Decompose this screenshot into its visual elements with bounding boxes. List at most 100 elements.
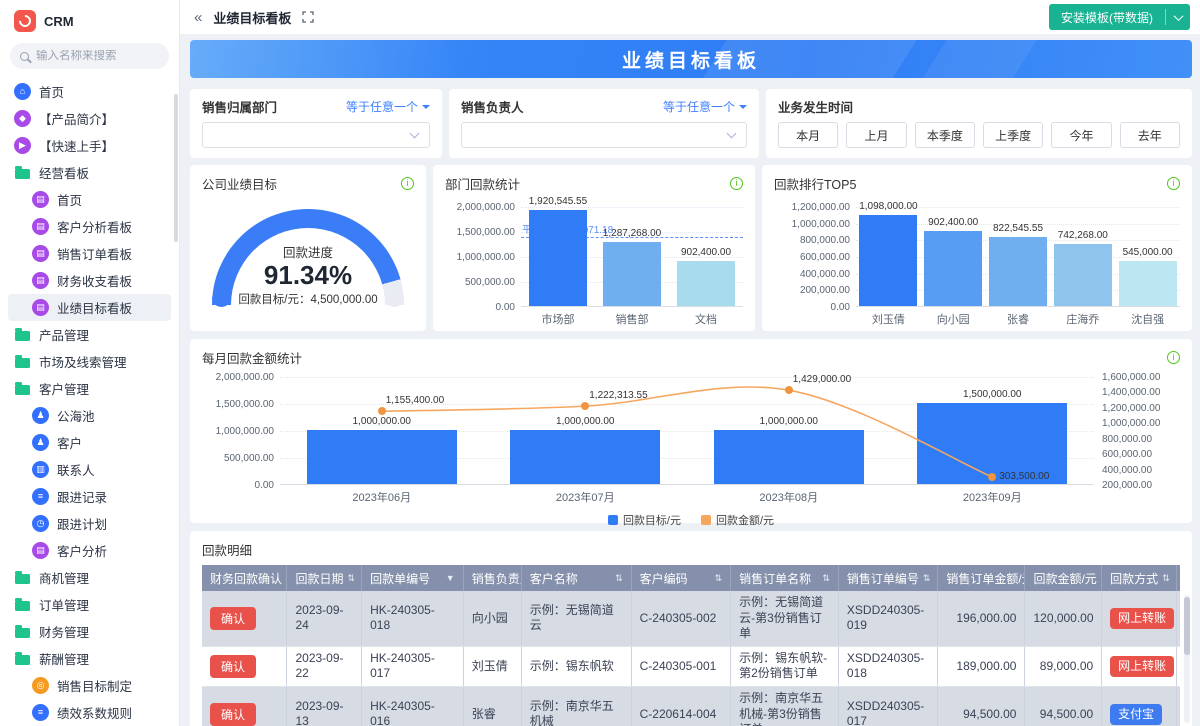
sidebar-item-公海池[interactable]: ♟ 公海池 (8, 402, 171, 429)
filter-caret-icon[interactable]: ▼ (445, 573, 455, 583)
column-header-回款金额/元[interactable]: 回款金额/元⇅ (1024, 565, 1103, 591)
sidebar-item-绩效系数规则[interactable]: ≡ 绩效系数规则 (8, 699, 171, 726)
column-header-回款日期[interactable]: 回款日期 ⇅ (286, 565, 363, 591)
bar-value-label: 1,287,268.00 (602, 227, 662, 239)
sidebar-item-薪酬管理[interactable]: 薪酬管理 (8, 645, 171, 672)
sidebar-item-商机管理[interactable]: 商机管理 (8, 564, 171, 591)
caret-down-icon (739, 104, 747, 113)
x-axis-label: 沈自强 (1131, 314, 1165, 326)
sidebar-item-客户[interactable]: ♟ 客户 (8, 429, 171, 456)
sidebar-item-业绩目标看板[interactable]: ▤ 业绩目标看板 (8, 294, 171, 321)
sidebar-item-跟进计划[interactable]: ◷ 跟进计划 (8, 510, 171, 537)
right-y-tick: 800,000.00 (1102, 433, 1153, 445)
sidebar-item-销售目标制定[interactable]: ◎ 销售目标制定 (8, 672, 171, 699)
column-header-回款单编号[interactable]: 回款单编号 ▼ (361, 565, 464, 591)
column-label: 客户编码 (639, 571, 688, 586)
column-header-销售订单金额/元[interactable]: 销售订单金额/元⇅ (937, 565, 1026, 591)
sidebar-item-首页[interactable]: ⌂ 首页 (8, 78, 171, 105)
sort-icon[interactable]: ⇅ (714, 572, 723, 583)
column-header-客户名称[interactable]: 客户名称 ⇅ (521, 565, 632, 591)
sidebar-scrollbar[interactable] (174, 94, 178, 242)
sidebar-item-市场及线索管理[interactable]: 市场及线索管理 (8, 348, 171, 375)
dashboard-icon: ▤ (32, 299, 49, 316)
sidebar-item-首页[interactable]: ▤ 首页 (8, 186, 171, 213)
info-icon[interactable]: i (1167, 176, 1180, 190)
sidebar-item-联系人[interactable]: ▥ 联系人 (8, 456, 171, 483)
sidebar-item-label: 经营看板 (39, 167, 90, 181)
confirm-button[interactable]: 确认 (210, 702, 257, 726)
info-icon[interactable]: i (1167, 350, 1180, 364)
info-icon[interactable]: i (401, 176, 414, 190)
sidebar-item-财务收支看板[interactable]: ▤ 财务收支看板 (8, 267, 171, 294)
filter-dept-operator[interactable]: 等于任意一个 (346, 98, 430, 115)
sidebar-item-跟进记录[interactable]: ≡ 跟进记录 (8, 483, 171, 510)
sidebar-item-销售订单看板[interactable]: ▤ 销售订单看板 (8, 240, 171, 267)
app-logo[interactable]: CRM (0, 8, 179, 40)
confirm-button[interactable]: 确认 (210, 606, 257, 630)
cell-customer: 示例：无锡简道云 (521, 591, 632, 647)
sidebar-item-客户管理[interactable]: 客户管理 (8, 375, 171, 402)
fullscreen-icon[interactable] (302, 11, 315, 23)
table-vertical-scrollbar[interactable] (1184, 595, 1190, 723)
sort-icon[interactable]: ⇅ (922, 572, 931, 583)
time-range-button-今年[interactable]: 今年 (1051, 122, 1112, 148)
cell-order-name: 示例：南京华五机械-第3份销售订单 (730, 686, 839, 726)
column-header-回款方式[interactable]: 回款方式 ⇅ (1101, 565, 1177, 591)
dashboard-icon: ▤ (32, 272, 49, 289)
dashboard-icon: ▤ (32, 542, 49, 559)
column-header-销售订单编号[interactable]: 销售订单编号 ⇅ (838, 565, 939, 591)
sidebar-item-财务管理[interactable]: 财务管理 (8, 618, 171, 645)
column-header-回款账户[interactable]: 回款账户⇅ (1176, 565, 1180, 591)
time-range-button-本月[interactable]: 本月 (778, 122, 839, 148)
stats-row: 公司业绩目标 i 回款进度 91.34% 回款目标/元：4, (190, 165, 1192, 331)
gridline (280, 458, 1094, 459)
sort-icon[interactable]: ⇅ (347, 572, 356, 583)
column-header-财务回款确认[interactable]: 财务回款确认⇅ (202, 565, 288, 591)
bar-市场部 (528, 209, 587, 306)
sidebar-item-订单管理[interactable]: 订单管理 (8, 591, 171, 618)
legend-item-回款目标/元: 回款目标/元 (607, 512, 681, 528)
sidebar-item-客户分析[interactable]: ▤ 客户分析 (8, 537, 171, 564)
sidebar-item-产品管理[interactable]: 产品管理 (8, 321, 171, 348)
card-title: 部门回款统计 (445, 177, 521, 192)
filter-owner-select[interactable] (461, 122, 747, 148)
y-axis-tick: 1,200,000.00 (791, 202, 850, 213)
time-range-button-上月[interactable]: 上月 (846, 122, 907, 148)
y-axis-tick: 1,000,000.00 (791, 218, 850, 230)
sidebar-item-label: 产品管理 (39, 329, 90, 343)
cell-date: 2023-09-22 (286, 646, 363, 687)
install-dropdown-caret[interactable] (1166, 4, 1190, 30)
banner-title: 业绩目标看板 (621, 50, 760, 72)
sort-icon[interactable]: ⇅ (1162, 572, 1170, 583)
table-row: 确认 2023-09-22 HK-240305-017 刘玉倩 示例：锡东帆软 C-240… (202, 646, 1180, 687)
time-range-button-上季度[interactable]: 上季度 (982, 122, 1044, 148)
x-axis-label: 张睿 (1006, 314, 1029, 326)
sidebar-item-label: 销售订单看板 (57, 248, 133, 262)
search-input[interactable] (36, 50, 159, 62)
install-template-label[interactable]: 安装模板(带数据) (1061, 10, 1153, 25)
column-header-销售订单名称[interactable]: 销售订单名称 ⇅ (730, 565, 839, 591)
time-range-button-去年[interactable]: 去年 (1119, 122, 1180, 148)
column-header-销售负责人[interactable]: 销售负责人⇅ (463, 565, 522, 591)
sidebar-search[interactable] (10, 43, 169, 69)
install-template-button[interactable]: 安装模板(带数据) (1049, 4, 1190, 30)
x-axis-label: 2023年08月 (759, 492, 819, 504)
sidebar: CRM ⌂ 首页 ◆ 【产品简介】 ▶ 【快速上手】经营看板 ▤ 首页 ▤ 客户分析看板 ▤ 销售订单… (0, 0, 180, 726)
sidebar-item-客户分析看板[interactable]: ▤ 客户分析看板 (8, 213, 171, 240)
collapse-sidebar-icon[interactable]: « (194, 8, 203, 26)
time-range-button-本季度[interactable]: 本季度 (914, 122, 975, 148)
sidebar-item-label: 薪酬管理 (39, 653, 90, 667)
filter-dept-select[interactable] (202, 122, 430, 148)
info-icon[interactable]: i (730, 176, 743, 190)
sidebar-item-经营看板[interactable]: 经营看板 (8, 159, 171, 186)
column-header-客户编码[interactable]: 客户编码 ⇅ (631, 565, 732, 591)
sidebar-item-【快速上手】[interactable]: ▶ 【快速上手】 (8, 132, 171, 159)
main-area: « 业绩目标看板 安装模板(带数据) 业绩目标看板 (180, 0, 1200, 726)
sort-icon[interactable]: ⇅ (615, 572, 623, 583)
sidebar-item-【产品简介】[interactable]: ◆ 【产品简介】 (8, 105, 171, 132)
sort-icon[interactable]: ⇅ (822, 572, 830, 583)
confirm-button[interactable]: 确认 (210, 654, 257, 678)
left-y-tick: 1,000,000.00 (215, 426, 274, 437)
x-axis-label: 市场部 (541, 314, 575, 326)
filter-owner-operator[interactable]: 等于任意一个 (663, 98, 747, 115)
